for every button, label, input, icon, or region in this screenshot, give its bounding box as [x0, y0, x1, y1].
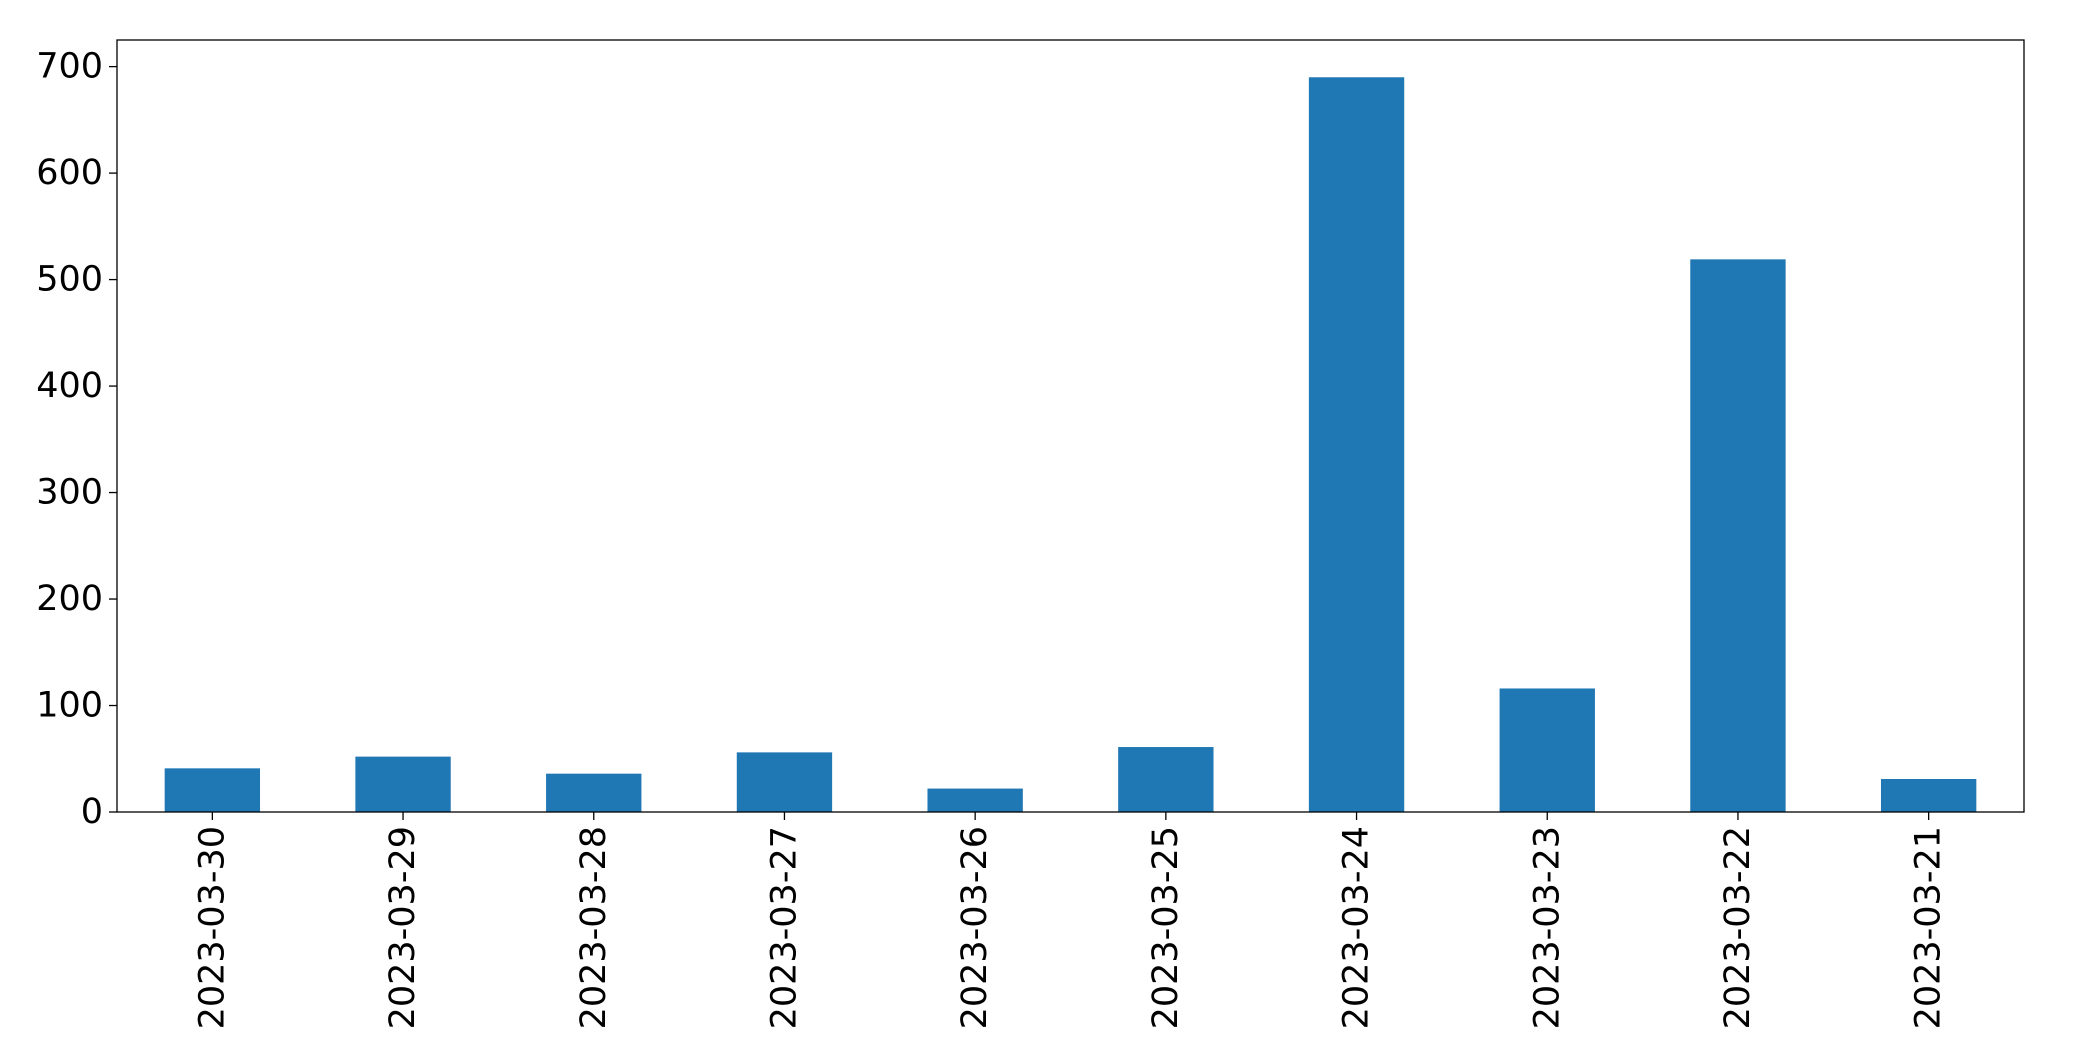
bar-2023-03-25 [1118, 747, 1214, 812]
bar-2023-03-27 [736, 752, 833, 812]
y-tick-label: 0 [81, 792, 103, 832]
bar-2023-03-24 [1308, 77, 1405, 812]
bars-group [164, 77, 1977, 812]
bar-2023-03-30 [164, 768, 261, 812]
bar-2023-03-23 [1499, 688, 1595, 812]
x-tick-label: 2023-03-22 [1718, 826, 1758, 1029]
bar-2023-03-21 [1880, 778, 1977, 812]
x-tick-label: 2023-03-21 [1909, 826, 1949, 1029]
y-tick-label: 600 [36, 153, 103, 193]
y-tick-label: 400 [36, 366, 103, 406]
x-tick-label: 2023-03-29 [383, 826, 423, 1029]
x-tick-label: 2023-03-30 [192, 826, 232, 1029]
y-axis: 0 100 200 300 400 500 600 700 [36, 47, 117, 832]
y-tick-label: 300 [36, 473, 103, 513]
plot-frame [116, 39, 2025, 813]
x-axis: 2023-03-30 2023-03-29 2023-03-28 2023-03-27… [192, 812, 1949, 1029]
y-tick-label: 200 [36, 579, 103, 619]
bar-2023-03-28 [546, 773, 642, 812]
x-tick-label: 2023-03-24 [1337, 826, 1377, 1029]
y-tick-label: 700 [36, 47, 103, 87]
bar-2023-03-29 [355, 756, 451, 812]
y-tick-label: 500 [36, 260, 103, 300]
x-tick-label: 2023-03-23 [1527, 826, 1567, 1029]
x-tick-label: 2023-03-25 [1146, 826, 1186, 1029]
x-tick-label: 2023-03-26 [955, 826, 995, 1029]
x-tick-label: 2023-03-28 [574, 826, 614, 1029]
bar-2023-03-26 [927, 788, 1023, 812]
bar-2023-03-22 [1690, 259, 1786, 812]
x-tick-label: 2023-03-27 [764, 826, 804, 1029]
y-tick-label: 100 [36, 686, 103, 726]
